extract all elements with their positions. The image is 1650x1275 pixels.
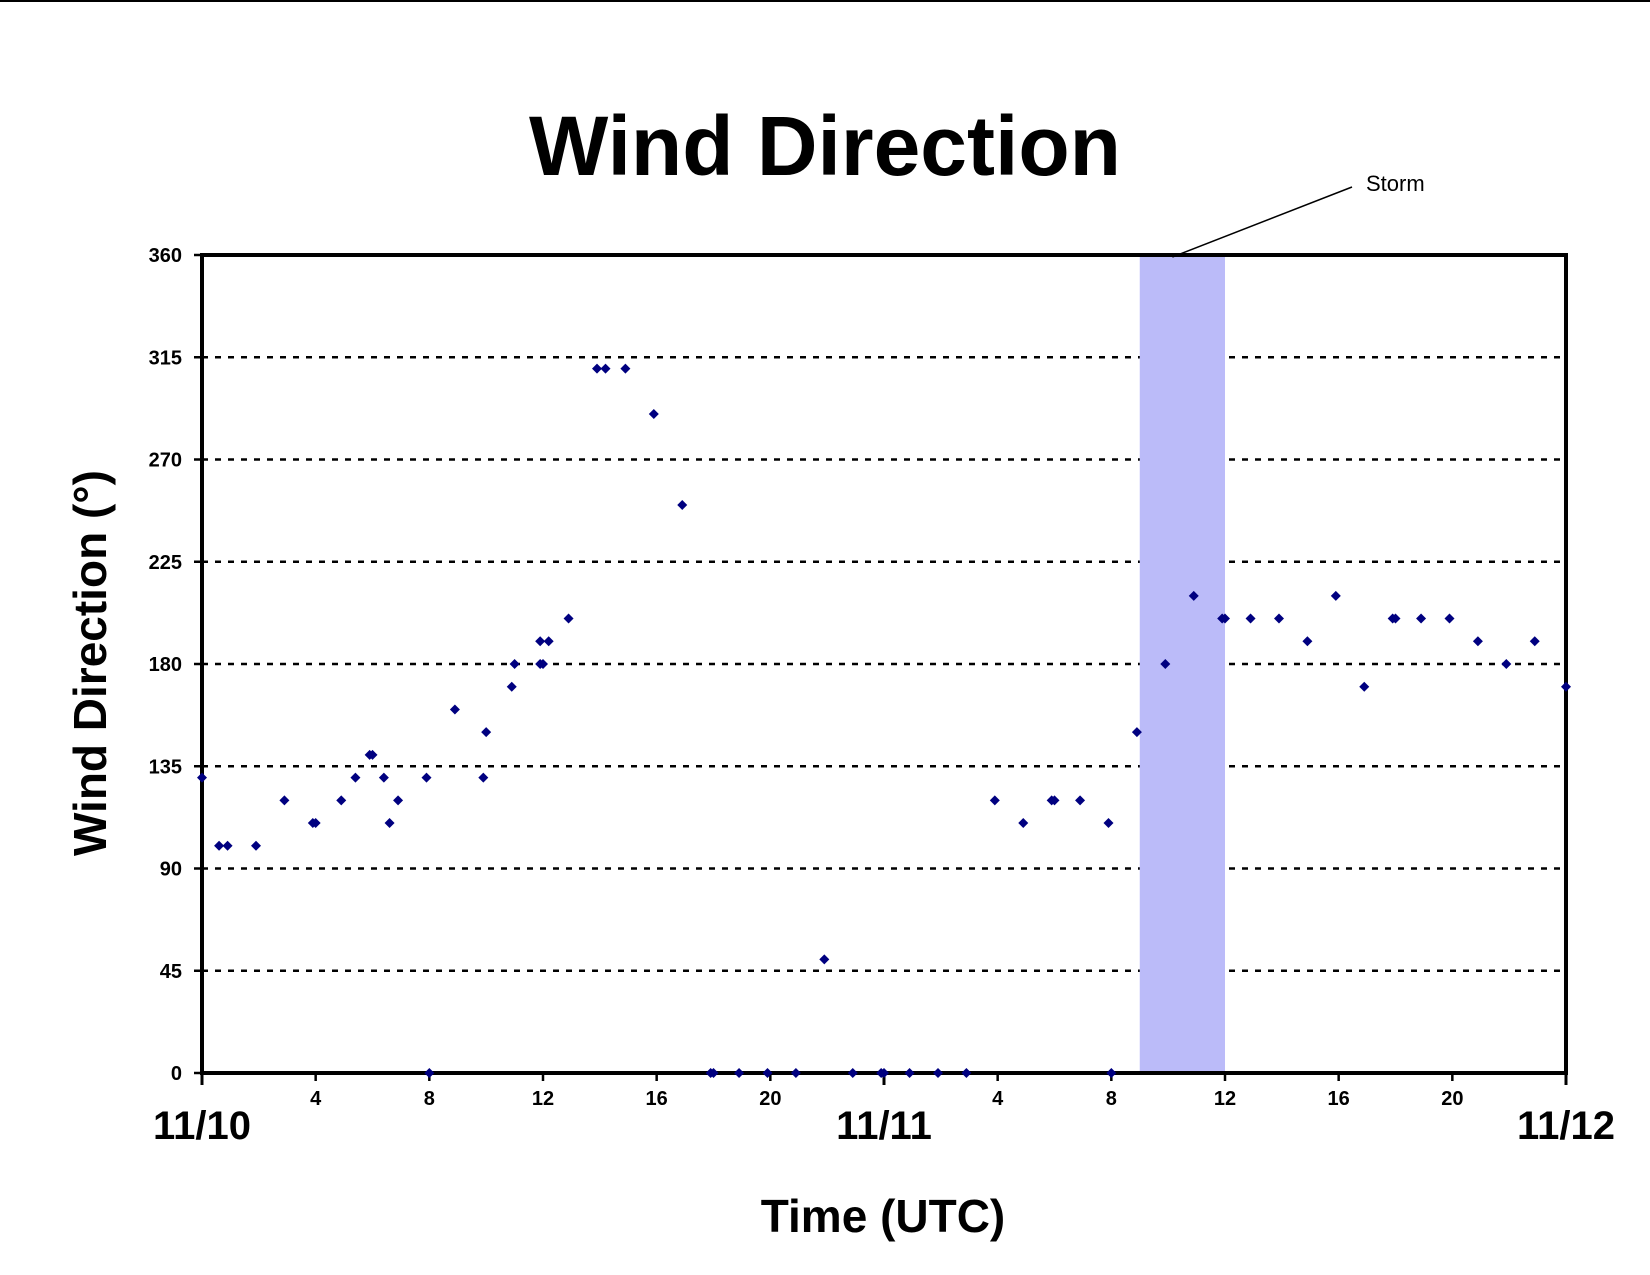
data-point-26 <box>591 363 602 374</box>
data-point-57 <box>1302 636 1313 647</box>
data-point-12 <box>384 818 395 829</box>
data-point-49 <box>1106 1068 1117 1078</box>
data-point-64 <box>1472 636 1483 647</box>
data-point-16 <box>449 704 460 715</box>
ytick-label-0: 0 <box>171 1063 182 1085</box>
data-point-24 <box>543 636 554 647</box>
ytick-label-360: 360 <box>149 245 182 267</box>
data-point-52 <box>1188 590 1199 601</box>
xtick-label-16: 16 <box>646 1088 668 1110</box>
data-point-67 <box>1561 681 1571 692</box>
data-point-19 <box>506 681 517 692</box>
data-point-11 <box>378 772 389 783</box>
xtick-label-36: 12 <box>1214 1088 1236 1110</box>
y-axis-ticks: 0 45 90 135 180 225 270 315 360 <box>149 245 202 1085</box>
data-point-39 <box>879 1068 889 1078</box>
data-point-27 <box>600 363 611 374</box>
xtick-label-40: 16 <box>1328 1088 1350 1110</box>
data-point-48 <box>1103 818 1114 829</box>
data-point-30 <box>677 499 688 510</box>
data-point-62 <box>1416 613 1427 624</box>
day-labels: 11/10 11/11 11/12 <box>153 1073 1615 1148</box>
data-point-1 <box>214 840 225 851</box>
data-point-41 <box>932 1068 943 1078</box>
storm-highlight-band <box>1139 255 1225 1073</box>
data-point-3 <box>250 840 261 851</box>
ytick-label-270: 270 <box>149 450 182 472</box>
data-point-21 <box>535 636 546 647</box>
y-axis-title: Wind Direction (°) <box>64 470 116 856</box>
data-point-25 <box>563 613 574 624</box>
data-point-43 <box>989 795 1000 806</box>
x-axis-title: Time (UTC) <box>761 1190 1006 1242</box>
data-point-59 <box>1359 681 1370 692</box>
data-point-63 <box>1444 613 1455 624</box>
xtick-label-12: 12 <box>532 1088 554 1110</box>
data-point-6 <box>310 818 321 829</box>
data-point-23 <box>538 659 548 669</box>
data-point-58 <box>1330 590 1341 601</box>
data-point-13 <box>393 795 404 806</box>
data-points <box>197 363 1571 1078</box>
ytick-label-90: 90 <box>160 859 182 881</box>
data-point-65 <box>1501 659 1512 669</box>
data-point-29 <box>648 409 659 420</box>
data-point-36 <box>819 954 830 965</box>
data-point-50 <box>1131 727 1142 738</box>
data-point-34 <box>762 1068 773 1078</box>
data-point-4 <box>279 795 290 806</box>
data-point-7 <box>336 795 347 806</box>
chart-title: Wind Direction <box>529 99 1121 193</box>
data-point-0 <box>197 772 207 783</box>
ytick-label-315: 315 <box>149 347 182 369</box>
ytick-label-135: 135 <box>149 756 182 778</box>
day-label-24: 11/11 <box>836 1104 932 1148</box>
xtick-label-44: 20 <box>1441 1088 1463 1110</box>
x-axis-ticks: 4 8 12 16 20 4 8 12 16 20 <box>310 1073 1463 1110</box>
storm-annotation-label: Storm <box>1366 171 1425 196</box>
data-point-35 <box>790 1068 801 1078</box>
data-point-8 <box>350 772 361 783</box>
data-point-14 <box>421 772 432 783</box>
data-point-15 <box>424 1068 435 1078</box>
data-point-47 <box>1075 795 1086 806</box>
ytick-label-180: 180 <box>149 654 182 676</box>
gridlines <box>202 356 1566 972</box>
data-point-51 <box>1160 659 1171 669</box>
data-point-42 <box>961 1068 972 1078</box>
data-point-56 <box>1273 613 1284 624</box>
data-point-61 <box>1390 613 1401 624</box>
data-point-32 <box>708 1068 719 1078</box>
data-point-40 <box>904 1068 915 1078</box>
storm-annotation-leader-line <box>1172 186 1353 258</box>
data-point-17 <box>478 772 489 783</box>
ytick-label-225: 225 <box>149 552 182 574</box>
ytick-label-45: 45 <box>160 961 182 983</box>
xtick-label-28: 4 <box>992 1088 1004 1110</box>
data-point-28 <box>620 363 631 374</box>
data-point-33 <box>734 1068 745 1078</box>
data-point-54 <box>1220 613 1230 624</box>
data-point-2 <box>222 840 233 851</box>
data-point-37 <box>847 1068 858 1078</box>
data-point-10 <box>367 749 378 760</box>
day-label-0: 11/10 <box>153 1104 251 1148</box>
data-point-44 <box>1018 818 1029 829</box>
data-point-46 <box>1049 795 1060 806</box>
data-point-55 <box>1245 613 1256 624</box>
xtick-label-4: 4 <box>310 1088 322 1110</box>
data-point-20 <box>509 659 520 669</box>
xtick-label-20: 20 <box>759 1088 781 1110</box>
data-point-66 <box>1529 636 1540 647</box>
xtick-label-32: 8 <box>1106 1088 1117 1110</box>
day-label-48: 11/12 <box>1517 1104 1615 1148</box>
xtick-label-8: 8 <box>424 1088 435 1110</box>
data-point-18 <box>481 727 492 738</box>
